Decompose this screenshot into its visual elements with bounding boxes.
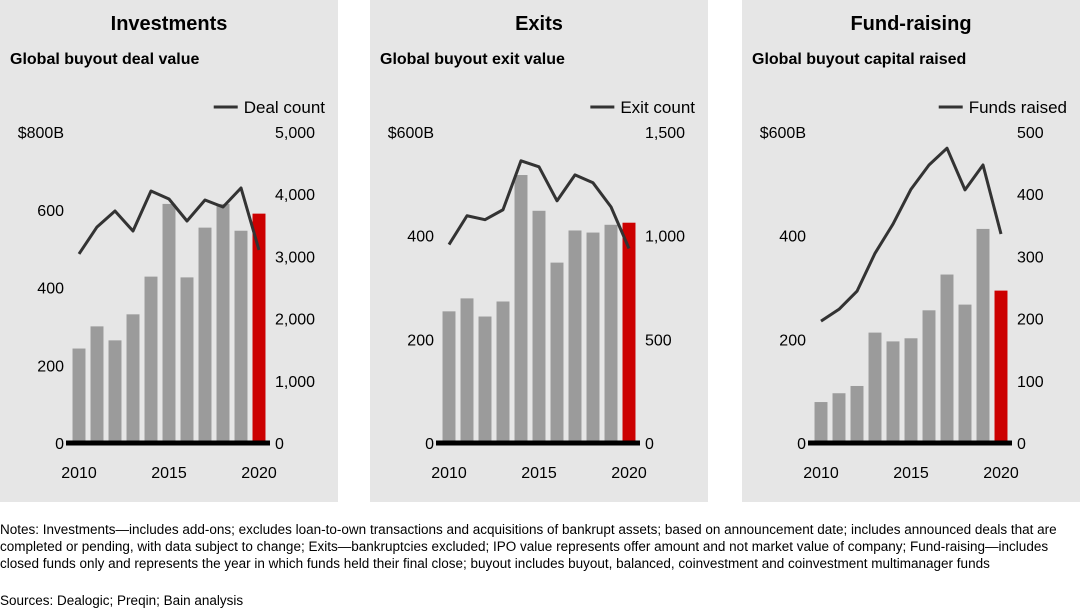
x-tick-label: 2020	[983, 465, 1019, 482]
y2-tick-label: 4,000	[275, 187, 315, 204]
bar	[126, 314, 140, 443]
legend-label: Funds raised	[969, 98, 1067, 117]
bar	[886, 341, 900, 443]
chart: Investments Global buyout deal value 0 200 4…	[0, 0, 1080, 502]
legend-label: Exit count	[620, 98, 695, 117]
x-tick-label: 2020	[611, 465, 647, 482]
panel-title: Fund-raising	[850, 13, 971, 35]
bar	[72, 348, 86, 443]
y-tick-label: 0	[55, 436, 64, 453]
y2-tick-label: 5,000	[275, 125, 315, 142]
bar	[460, 298, 474, 443]
y2-tick-label: 3,000	[275, 249, 315, 266]
bar	[532, 210, 546, 443]
x-tick-label: 2010	[803, 465, 839, 482]
y2-tick-label: 1,000	[275, 374, 315, 391]
panel-subtitle: Global buyout exit value	[380, 51, 565, 68]
bar	[108, 340, 122, 443]
bar	[922, 310, 936, 443]
panel-title: Exits	[515, 13, 563, 35]
y2-tick-label: 100	[1017, 374, 1044, 391]
y2-tick-label: 500	[1017, 125, 1044, 142]
y-tick-label: 400	[37, 281, 64, 298]
bar	[958, 304, 972, 443]
legend-label: Deal count	[244, 98, 326, 117]
y2-tick-label: 500	[645, 332, 672, 349]
notes: Notes: Investments—includes add-ons; exc…	[0, 522, 1057, 571]
bar	[850, 385, 864, 443]
bar	[442, 311, 456, 443]
bar	[90, 326, 104, 443]
bar	[198, 227, 212, 443]
x-tick-label: 2015	[521, 465, 557, 482]
panel-subtitle: Global buyout deal value	[10, 51, 199, 68]
bar	[604, 224, 618, 443]
bar	[252, 213, 266, 443]
y2-tick-label: 0	[1017, 436, 1026, 453]
bar	[994, 290, 1008, 443]
y-tick-label: 400	[779, 229, 806, 246]
y-tick-label: $800B	[18, 125, 64, 142]
bar	[904, 338, 918, 443]
panel-title: Investments	[111, 13, 228, 35]
y2-tick-label: 0	[645, 436, 654, 453]
line	[820, 146, 1003, 323]
bar	[478, 316, 492, 443]
y2-tick-label: 2,000	[275, 312, 315, 329]
bar	[832, 393, 846, 443]
y2-tick-label: 400	[1017, 187, 1044, 204]
bar	[514, 175, 528, 443]
bar	[144, 276, 158, 443]
panel: Exits Global buyout exit value 0 200 400 $600…	[370, 0, 708, 502]
sources: Sources: Dealogic; Preqin; Bain analysis	[0, 593, 244, 608]
bar	[234, 230, 248, 443]
bar	[976, 228, 990, 443]
y2-tick-label: 0	[275, 436, 284, 453]
bar	[180, 277, 194, 443]
y2-tick-label: 1,500	[645, 125, 685, 142]
panel: Fund-raising Global buyout capital raised…	[742, 0, 1080, 502]
y-tick-label: $600B	[760, 125, 806, 142]
x-tick-label: 2020	[241, 465, 277, 482]
panel-subtitle: Global buyout capital raised	[752, 51, 966, 68]
x-tick-label: 2015	[893, 465, 929, 482]
bar	[622, 222, 636, 443]
x-tick-label: 2015	[151, 465, 187, 482]
y2-tick-label: 300	[1017, 249, 1044, 266]
bar	[814, 402, 828, 443]
y2-tick-label: 1,000	[645, 229, 685, 246]
y-tick-label: 0	[797, 436, 806, 453]
bar	[586, 232, 600, 443]
y-tick-label: $600B	[388, 125, 434, 142]
y-tick-label: 200	[779, 332, 806, 349]
y-tick-label: 600	[37, 203, 64, 220]
y-tick-label: 400	[407, 229, 434, 246]
line	[447, 159, 631, 250]
bar	[940, 274, 954, 443]
bar	[496, 301, 510, 443]
bar	[868, 332, 882, 443]
x-tick-label: 2010	[431, 465, 467, 482]
bar	[550, 262, 564, 443]
y2-tick-label: 200	[1017, 312, 1044, 329]
y-tick-label: 200	[407, 332, 434, 349]
line	[77, 186, 261, 255]
bar	[568, 230, 582, 443]
panel: Investments Global buyout deal value 0 200 4…	[0, 0, 338, 502]
x-tick-label: 2010	[61, 465, 97, 482]
bar	[162, 203, 176, 443]
bar	[216, 203, 230, 443]
y-tick-label: 200	[37, 358, 64, 375]
y-tick-label: 0	[425, 436, 434, 453]
